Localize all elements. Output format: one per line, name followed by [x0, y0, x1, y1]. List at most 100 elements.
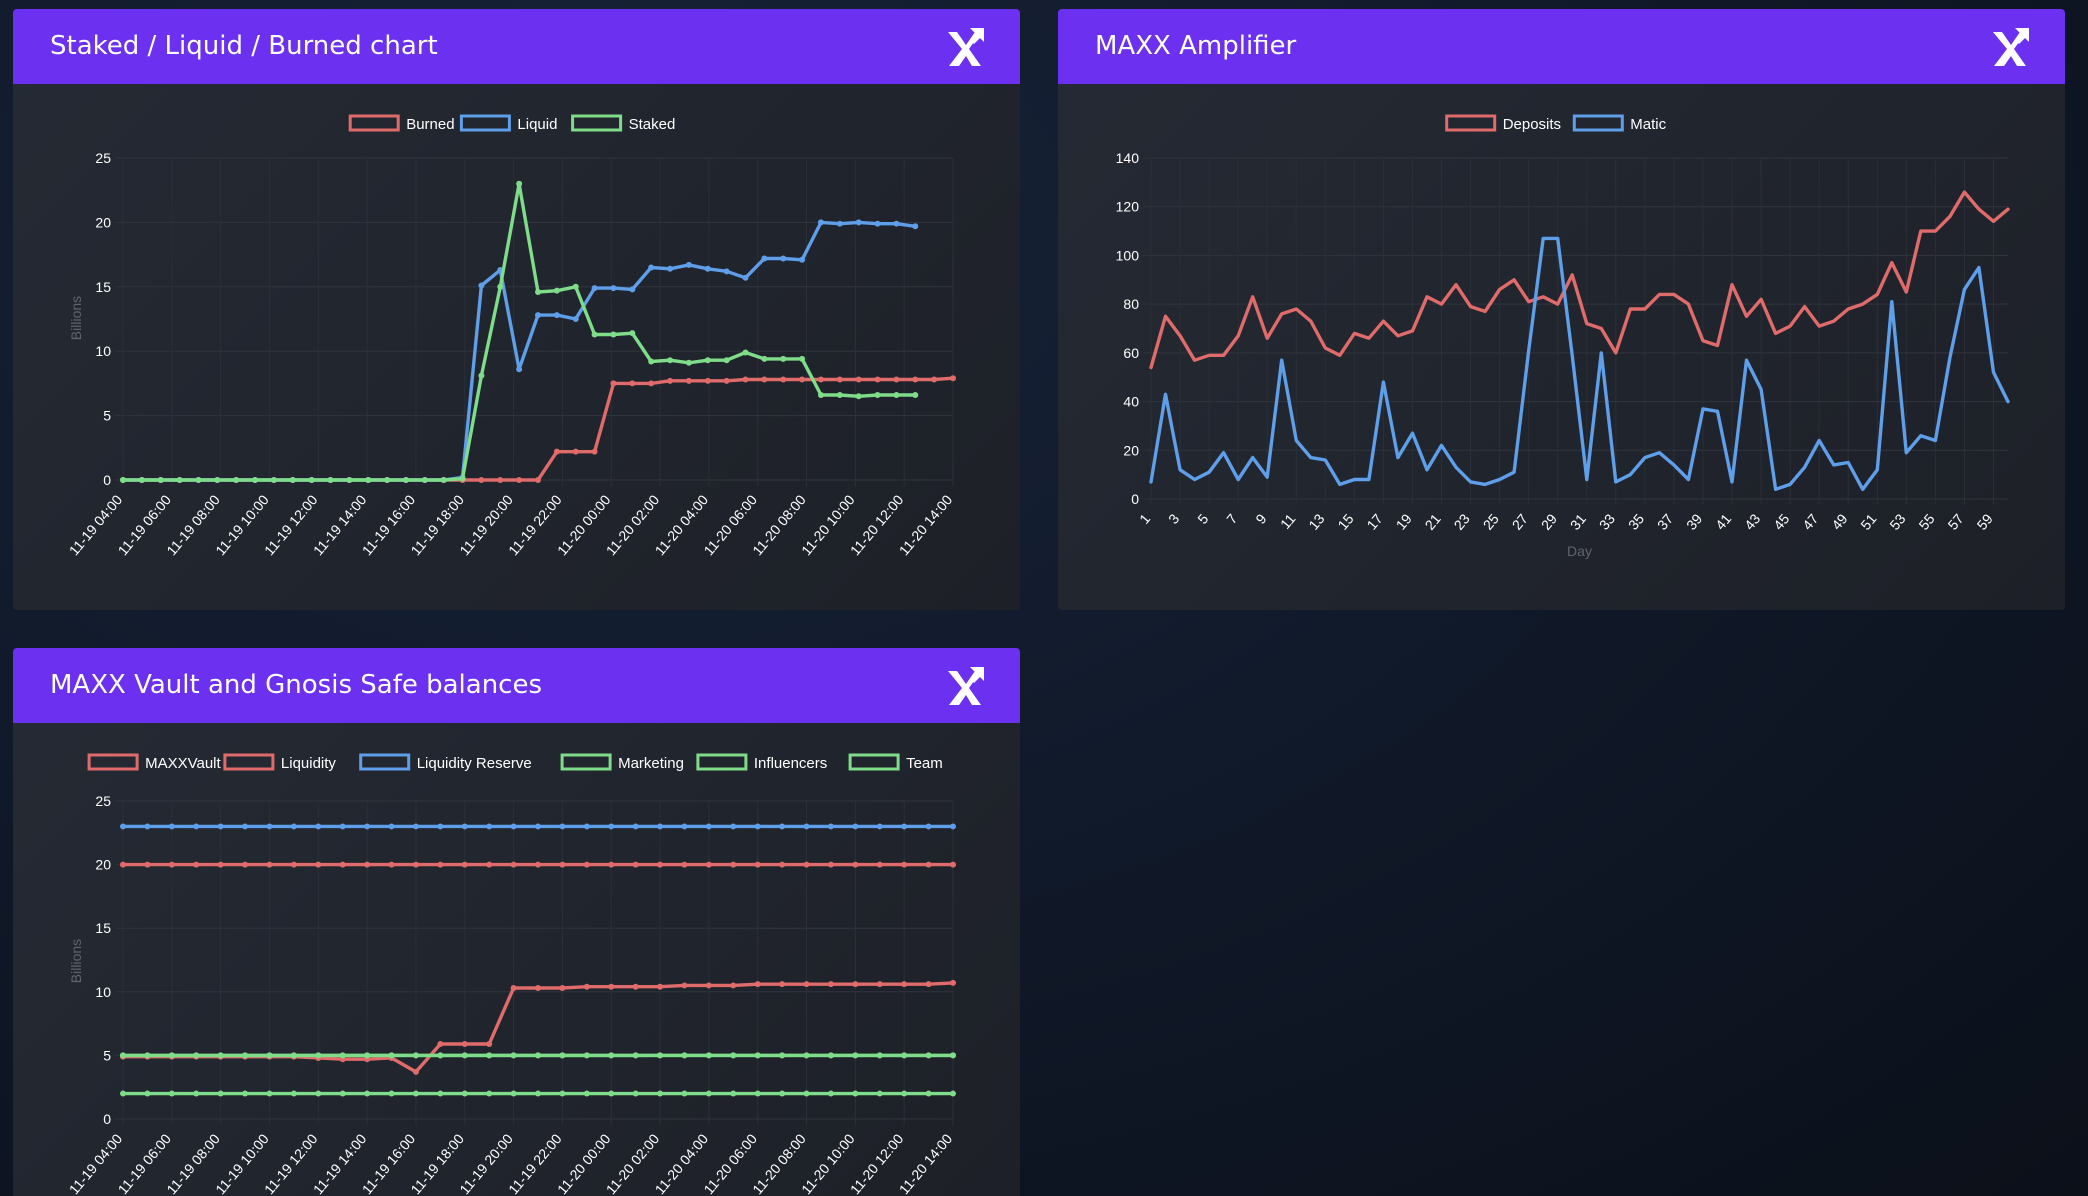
- data-point: [742, 274, 749, 281]
- data-point: [437, 861, 444, 868]
- data-point: [195, 477, 202, 483]
- data-point: [827, 981, 834, 988]
- data-point: [559, 1052, 566, 1059]
- x-tick-label: 53: [1886, 510, 1908, 532]
- data-point: [217, 1090, 224, 1097]
- data-point: [852, 823, 859, 830]
- y-tick-label: 120: [1116, 199, 1140, 215]
- card-header: Staked / Liquid / Burned chart: [13, 9, 1020, 84]
- x-tick-label: 41: [1712, 510, 1734, 532]
- y-tick-label: 20: [95, 214, 111, 230]
- data-point: [388, 823, 395, 830]
- data-point: [120, 1052, 126, 1059]
- y-tick-label: 20: [1123, 442, 1139, 458]
- x-tick-label: 1: [1136, 510, 1153, 526]
- data-point: [364, 861, 371, 868]
- data-point: [138, 477, 145, 483]
- data-point: [339, 861, 346, 868]
- data-point: [685, 359, 692, 366]
- data-point: [572, 448, 579, 455]
- y-tick-label: 0: [103, 1111, 111, 1127]
- data-point: [827, 823, 834, 830]
- y-tick-label: 100: [1116, 247, 1140, 263]
- data-point: [217, 1052, 224, 1059]
- data-point: [516, 366, 523, 373]
- data-point: [535, 1052, 541, 1059]
- data-point: [685, 261, 692, 268]
- data-point: [535, 1090, 541, 1097]
- x-axis-title: Day: [1567, 543, 1592, 559]
- data-point: [950, 375, 956, 382]
- data-point: [497, 283, 504, 290]
- data-point: [632, 823, 639, 830]
- data-point: [657, 1090, 664, 1097]
- legend-item: Influencers: [696, 753, 827, 772]
- data-point: [950, 979, 956, 986]
- data-point: [931, 376, 938, 383]
- data-point: [608, 861, 615, 868]
- data-point: [827, 1052, 834, 1059]
- legend-swatch: [571, 114, 623, 132]
- x-tick-label: 27: [1509, 510, 1531, 532]
- card-title: MAXX Vault and Gnosis Safe balances: [50, 670, 543, 700]
- data-point: [583, 823, 590, 830]
- data-point: [876, 823, 883, 830]
- data-point: [591, 331, 598, 338]
- data-point: [893, 376, 900, 383]
- data-point: [572, 283, 579, 290]
- x-tick-label: 11: [1277, 510, 1299, 532]
- legend-item: Liquidity Reserve: [359, 753, 532, 772]
- x-tick-label: 33: [1596, 510, 1618, 532]
- data-point: [704, 265, 711, 272]
- data-point: [610, 285, 617, 292]
- data-point: [632, 1052, 639, 1059]
- data-point: [780, 376, 787, 383]
- data-point: [365, 477, 372, 483]
- data-point: [779, 1090, 786, 1097]
- legend-label: Team: [906, 755, 943, 772]
- data-point: [730, 1090, 737, 1097]
- data-point: [478, 282, 485, 289]
- data-point: [852, 981, 859, 988]
- data-point: [730, 1052, 737, 1059]
- data-point: [754, 823, 761, 830]
- data-point: [315, 1052, 322, 1059]
- data-point: [925, 1090, 932, 1097]
- data-point: [836, 391, 843, 398]
- data-point: [553, 287, 560, 294]
- card-title: MAXX Amplifier: [1095, 31, 1297, 61]
- data-point: [950, 1090, 956, 1097]
- x-tick-label: 59: [1974, 510, 1996, 532]
- data-point: [817, 376, 824, 383]
- data-point: [779, 823, 786, 830]
- data-point: [364, 1090, 371, 1097]
- y-tick-label: 0: [103, 472, 111, 488]
- data-point: [667, 377, 674, 384]
- data-point: [610, 380, 617, 387]
- data-point: [559, 1090, 566, 1097]
- data-point: [730, 823, 737, 830]
- data-point: [120, 823, 126, 830]
- x-tick-label: 7: [1223, 510, 1240, 526]
- data-point: [855, 393, 862, 400]
- data-point: [657, 1052, 664, 1059]
- legend-label: Liquidity: [281, 755, 337, 772]
- data-point: [608, 823, 615, 830]
- data-point: [315, 823, 322, 830]
- data-point: [290, 823, 297, 830]
- data-point: [510, 984, 517, 991]
- data-point: [315, 861, 322, 868]
- data-point: [217, 823, 224, 830]
- data-point: [461, 1090, 468, 1097]
- data-point: [535, 312, 541, 319]
- data-point: [120, 477, 126, 483]
- legend-label: Staked: [629, 116, 676, 133]
- x-tick-label: 49: [1828, 510, 1850, 532]
- data-point: [681, 823, 688, 830]
- data-point: [685, 377, 692, 384]
- data-point: [799, 355, 806, 362]
- data-point: [402, 477, 409, 483]
- data-point: [583, 1090, 590, 1097]
- data-point: [486, 861, 493, 868]
- data-point: [437, 823, 444, 830]
